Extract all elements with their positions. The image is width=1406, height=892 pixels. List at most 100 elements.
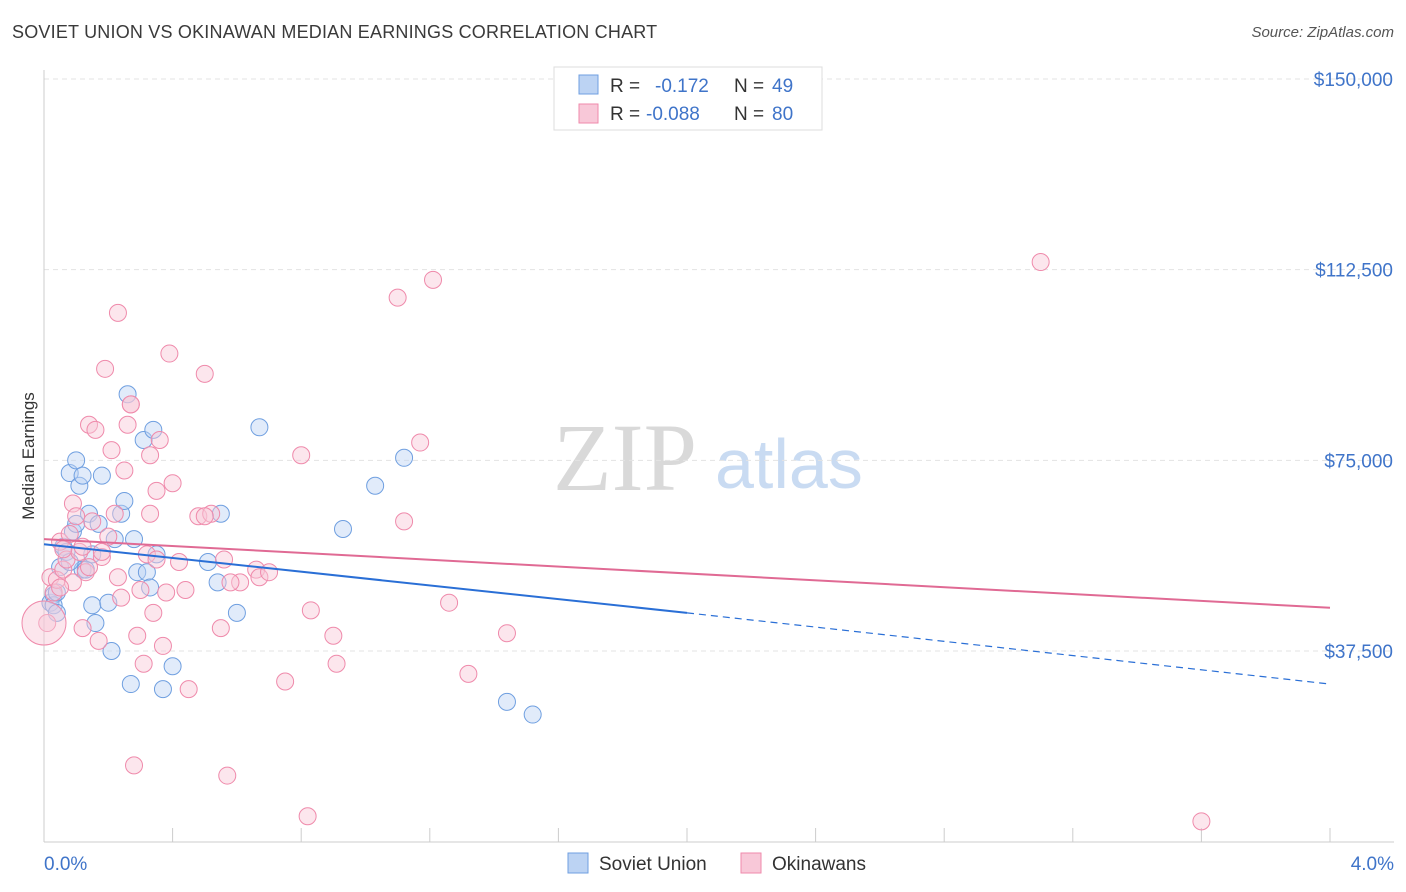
okinawans-point-9 — [67, 507, 86, 526]
soviet-union-point-27 — [121, 675, 140, 694]
okinawans-point-52 — [292, 446, 311, 465]
soviet-union-point-29 — [128, 563, 147, 582]
soviet-union-point-9 — [67, 514, 86, 533]
okinawans-point-55 — [324, 626, 343, 645]
legend-n-label-1: N = — [734, 76, 764, 97]
okinawans-point-51 — [276, 672, 295, 691]
okinawans-point-62 — [459, 664, 478, 683]
trendline-okinawans — [43, 538, 1331, 609]
okinawans-point-30 — [134, 654, 153, 673]
x-tick-label-1: 4.0% — [1351, 854, 1394, 875]
soviet-union-point-43 — [366, 476, 385, 495]
y-tick-label-2: $112,500 — [1315, 261, 1393, 282]
okinawans-point-15 — [86, 420, 105, 439]
okinawans-point-17 — [92, 547, 111, 566]
okinawans-point-65 — [1192, 812, 1211, 831]
soviet-union-point-40 — [227, 603, 246, 622]
okinawans-point-16 — [89, 631, 108, 650]
x-tick-label-0: 0.0% — [44, 854, 87, 875]
series-legend: Soviet Union Okinawans — [567, 852, 866, 875]
soviet-union-point-44 — [395, 448, 414, 467]
okinawans-point-73 — [221, 573, 240, 592]
okinawans-point-38 — [160, 344, 179, 363]
soviet-union-point-22 — [102, 642, 121, 660]
okinawans-point-54 — [301, 601, 320, 620]
okinawans-point-5 — [54, 560, 73, 579]
okinawans-point-35 — [150, 430, 169, 449]
okinawans-point-56 — [327, 654, 346, 673]
okinawans-point-29 — [131, 580, 150, 599]
okinawans-point-45 — [211, 619, 230, 638]
okinawans-point-22 — [108, 303, 127, 322]
okinawans-point-12 — [76, 563, 95, 582]
okinawans-point-60 — [424, 270, 443, 289]
y-tick-label-0: $37,500 — [1324, 642, 1393, 663]
okinawans-point-50 — [250, 568, 269, 587]
okinawans-point-63 — [497, 624, 516, 643]
bottom-legend-swatch-okinawan — [740, 852, 762, 874]
correlation-legend: R = -0.172 N = 49 R = -0.088 N = 80 — [553, 66, 823, 131]
soviet-union-point-45 — [497, 692, 516, 711]
legend-r-label-2: R = — [610, 104, 640, 125]
legend-box — [553, 66, 823, 131]
okinawans-point-20 — [102, 441, 121, 460]
y-tick-label-3: $150,000 — [1314, 70, 1393, 91]
okinawans-point-57 — [388, 288, 407, 307]
okinawans-point-69 — [121, 395, 140, 414]
okinawans-point-40 — [170, 553, 189, 572]
okinawans-point-18 — [96, 359, 115, 378]
okinawans-point-34 — [147, 481, 166, 500]
legend-swatch-soviet — [578, 74, 599, 95]
series-okinawans-points — [21, 253, 1211, 831]
okinawans-point-14 — [83, 512, 102, 531]
legend-n-value-2: 80 — [772, 104, 793, 125]
axes — [43, 70, 1394, 843]
soviet-union-point-25 — [115, 492, 134, 511]
okinawans-point-33 — [144, 603, 163, 622]
soviet-union-point-42 — [333, 519, 352, 538]
okinawans-point-64 — [1031, 253, 1050, 272]
soviet-union-point-26 — [118, 385, 137, 404]
okinawans-point-70 — [141, 504, 160, 523]
okinawans-point-37 — [157, 583, 176, 602]
okinawans-point-68 — [80, 558, 99, 577]
soviet-union-point-13 — [73, 466, 92, 485]
y-tick-labels: $37,500 $75,000 $112,500 $150,000 — [1314, 70, 1393, 663]
bottom-legend-swatch-soviet — [567, 852, 589, 874]
okinawans-point-58 — [395, 512, 414, 531]
okinawans-point-28 — [128, 626, 147, 645]
okinawans-point-61 — [440, 593, 459, 612]
okinawans-point-71 — [176, 580, 195, 599]
okinawans-point-39 — [163, 474, 182, 493]
okinawans-point-77 — [108, 568, 127, 587]
trendline-soviet-union-extension — [686, 612, 1331, 685]
okinawans-point-79 — [147, 550, 166, 569]
legend-n-value-1: 49 — [772, 76, 793, 97]
okinawans-point-large — [21, 600, 67, 646]
okinawans-point-43 — [195, 364, 214, 383]
soviet-union-point-11 — [70, 476, 89, 495]
soviet-union-point-35 — [153, 680, 172, 699]
okinawans-point-11 — [73, 619, 92, 638]
okinawans-point-72 — [195, 507, 214, 526]
okinawans-point-78 — [51, 578, 70, 597]
bottom-legend-soviet: Soviet Union — [599, 854, 707, 875]
x-ticks — [43, 828, 1331, 842]
okinawans-point-27 — [125, 756, 144, 775]
legend-r-label-1: R = — [610, 76, 640, 97]
y-tick-label-1: $75,000 — [1324, 451, 1393, 472]
okinawans-point-0 — [38, 614, 57, 633]
soviet-union-point-10 — [67, 451, 86, 470]
soviet-union-point-38 — [208, 573, 227, 592]
okinawans-point-74 — [260, 563, 279, 582]
soviet-union-point-39 — [211, 504, 230, 523]
legend-n-label-2: N = — [734, 104, 764, 125]
okinawans-point-59 — [411, 433, 430, 452]
okinawans-point-25 — [118, 415, 137, 434]
soviet-union-point-20 — [92, 466, 111, 485]
bottom-legend-okinawan: Okinawans — [772, 854, 866, 875]
legend-r-value-1: -0.172 — [655, 76, 709, 97]
source-label: Source: ZipAtlas.com — [1251, 24, 1394, 41]
chart-title: SOVIET UNION VS OKINAWAN MEDIAN EARNINGS… — [12, 22, 658, 42]
